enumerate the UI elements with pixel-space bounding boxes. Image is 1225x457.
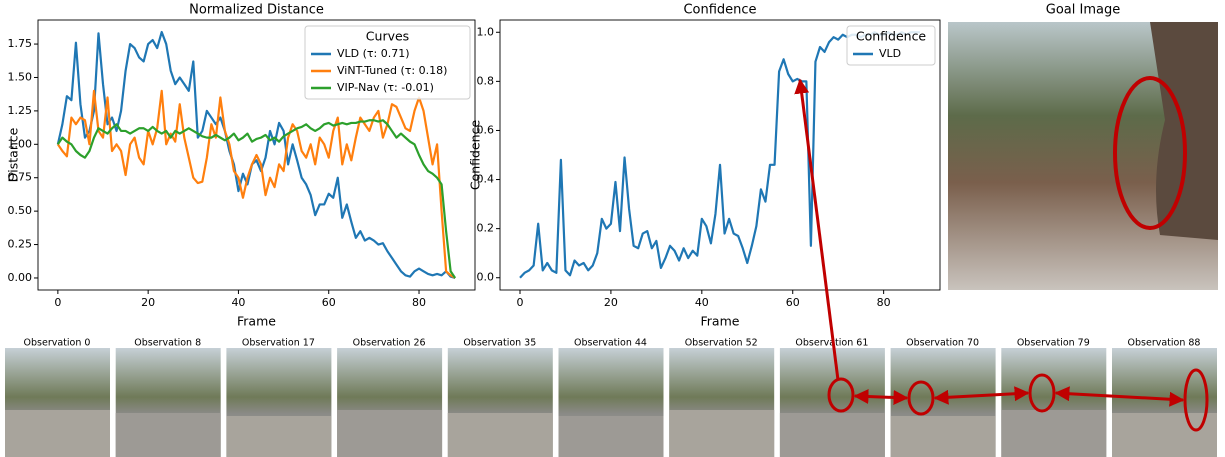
x-tick-label: 80 — [877, 296, 891, 309]
ground — [337, 410, 443, 457]
y-tick-label: 0.00 — [8, 271, 33, 284]
goal-highlight — [1113, 76, 1187, 230]
y-tick-label: 0.50 — [8, 204, 33, 217]
ground — [1001, 410, 1107, 457]
legend-box — [304, 25, 471, 100]
x-axis-label: Frame — [701, 314, 740, 329]
ground — [447, 413, 553, 457]
arrow — [794, 78, 840, 381]
axes-frame — [499, 19, 941, 291]
y-tick-label: 0.25 — [8, 238, 33, 251]
y-tick-label: 1.75 — [8, 37, 33, 50]
y-tick-label: 0.4 — [477, 173, 495, 186]
chart-title: Confidence — [683, 3, 756, 18]
legend-label: VLD (τ: 0.71) — [337, 47, 410, 60]
y-tick-label: 1.00 — [8, 137, 33, 150]
goal-panel: Goal Image — [948, 3, 1218, 290]
x-axis-label: Frame — [237, 314, 276, 329]
observation-label: Observation 26 — [353, 338, 426, 349]
y-axis-label: Confidence — [468, 120, 483, 191]
arrow — [933, 386, 1030, 405]
chart-title: Normalized Distance — [189, 3, 324, 18]
x-tick-label: 60 — [786, 296, 800, 309]
arrow — [853, 389, 909, 405]
x-tick-label: 0 — [517, 296, 524, 309]
observation-label: Observation 70 — [906, 338, 979, 349]
observation-label: Observation 79 — [1017, 338, 1090, 349]
obs-highlight — [1183, 368, 1209, 432]
x-tick-label: 20 — [604, 296, 618, 309]
line-series — [56, 119, 457, 279]
ground — [1112, 413, 1217, 457]
ground — [226, 416, 332, 457]
axes-frame — [37, 19, 476, 291]
y-tick-label: 0.8 — [477, 74, 495, 87]
ground — [558, 416, 664, 457]
observation-label: Observation 8 — [134, 338, 201, 349]
goal-title: Goal Image — [1046, 3, 1120, 18]
y-tick-label: 0.6 — [477, 123, 495, 136]
x-tick-label: 40 — [695, 296, 709, 309]
legend-title: Confidence — [856, 29, 927, 44]
observation-label: Observation 44 — [574, 338, 647, 349]
x-tick-label: 40 — [231, 296, 245, 309]
x-tick-label: 60 — [322, 296, 336, 309]
ground — [779, 413, 885, 457]
obs-highlight — [907, 380, 935, 416]
legend-label: ViNT-Tuned (τ: 0.18) — [337, 64, 447, 77]
y-tick-label: 1.50 — [8, 70, 33, 83]
y-tick-label: 0.2 — [477, 222, 495, 235]
observation-label: Observation 88 — [1128, 338, 1201, 349]
obs-highlight — [827, 377, 855, 413]
observation-label: Observation 35 — [463, 338, 536, 349]
observation-label: Observation 17 — [242, 338, 315, 349]
annotations — [794, 78, 1209, 432]
chart: Normalized Distance Frame Distance 0 20 40 60 8… — [6, 3, 476, 329]
legend-label: VLD — [879, 47, 901, 60]
chart: Confidence Frame Confidence 0 20 40 60 80 0.0 0.2… — [468, 3, 941, 329]
x-tick-label: 80 — [412, 296, 426, 309]
y-tick-label: 0.75 — [8, 171, 33, 184]
legend-label: VIP-Nav (τ: -0.01) — [337, 81, 434, 94]
line-series — [519, 31, 920, 279]
x-tick-label: 20 — [141, 296, 155, 309]
y-axis-label: Distance — [6, 127, 21, 182]
arrow — [1054, 386, 1185, 407]
ground — [5, 410, 110, 457]
line-series — [56, 30, 456, 280]
y-tick-label: 1.0 — [477, 25, 495, 38]
ground — [115, 413, 221, 457]
ground — [890, 416, 996, 457]
y-tick-label: 0.0 — [477, 271, 495, 284]
x-tick-label: 0 — [54, 296, 61, 309]
observation-row: Observation 0 Observation 8 Observation 17… — [5, 338, 1217, 457]
observation-label: Observation 0 — [24, 338, 91, 349]
y-tick-label: 1.25 — [8, 104, 33, 117]
obs-highlight — [1028, 373, 1056, 413]
legend-title: Curves — [366, 29, 409, 44]
ground — [669, 410, 775, 457]
observation-label: Observation 52 — [685, 338, 758, 349]
line-series — [56, 89, 456, 279]
